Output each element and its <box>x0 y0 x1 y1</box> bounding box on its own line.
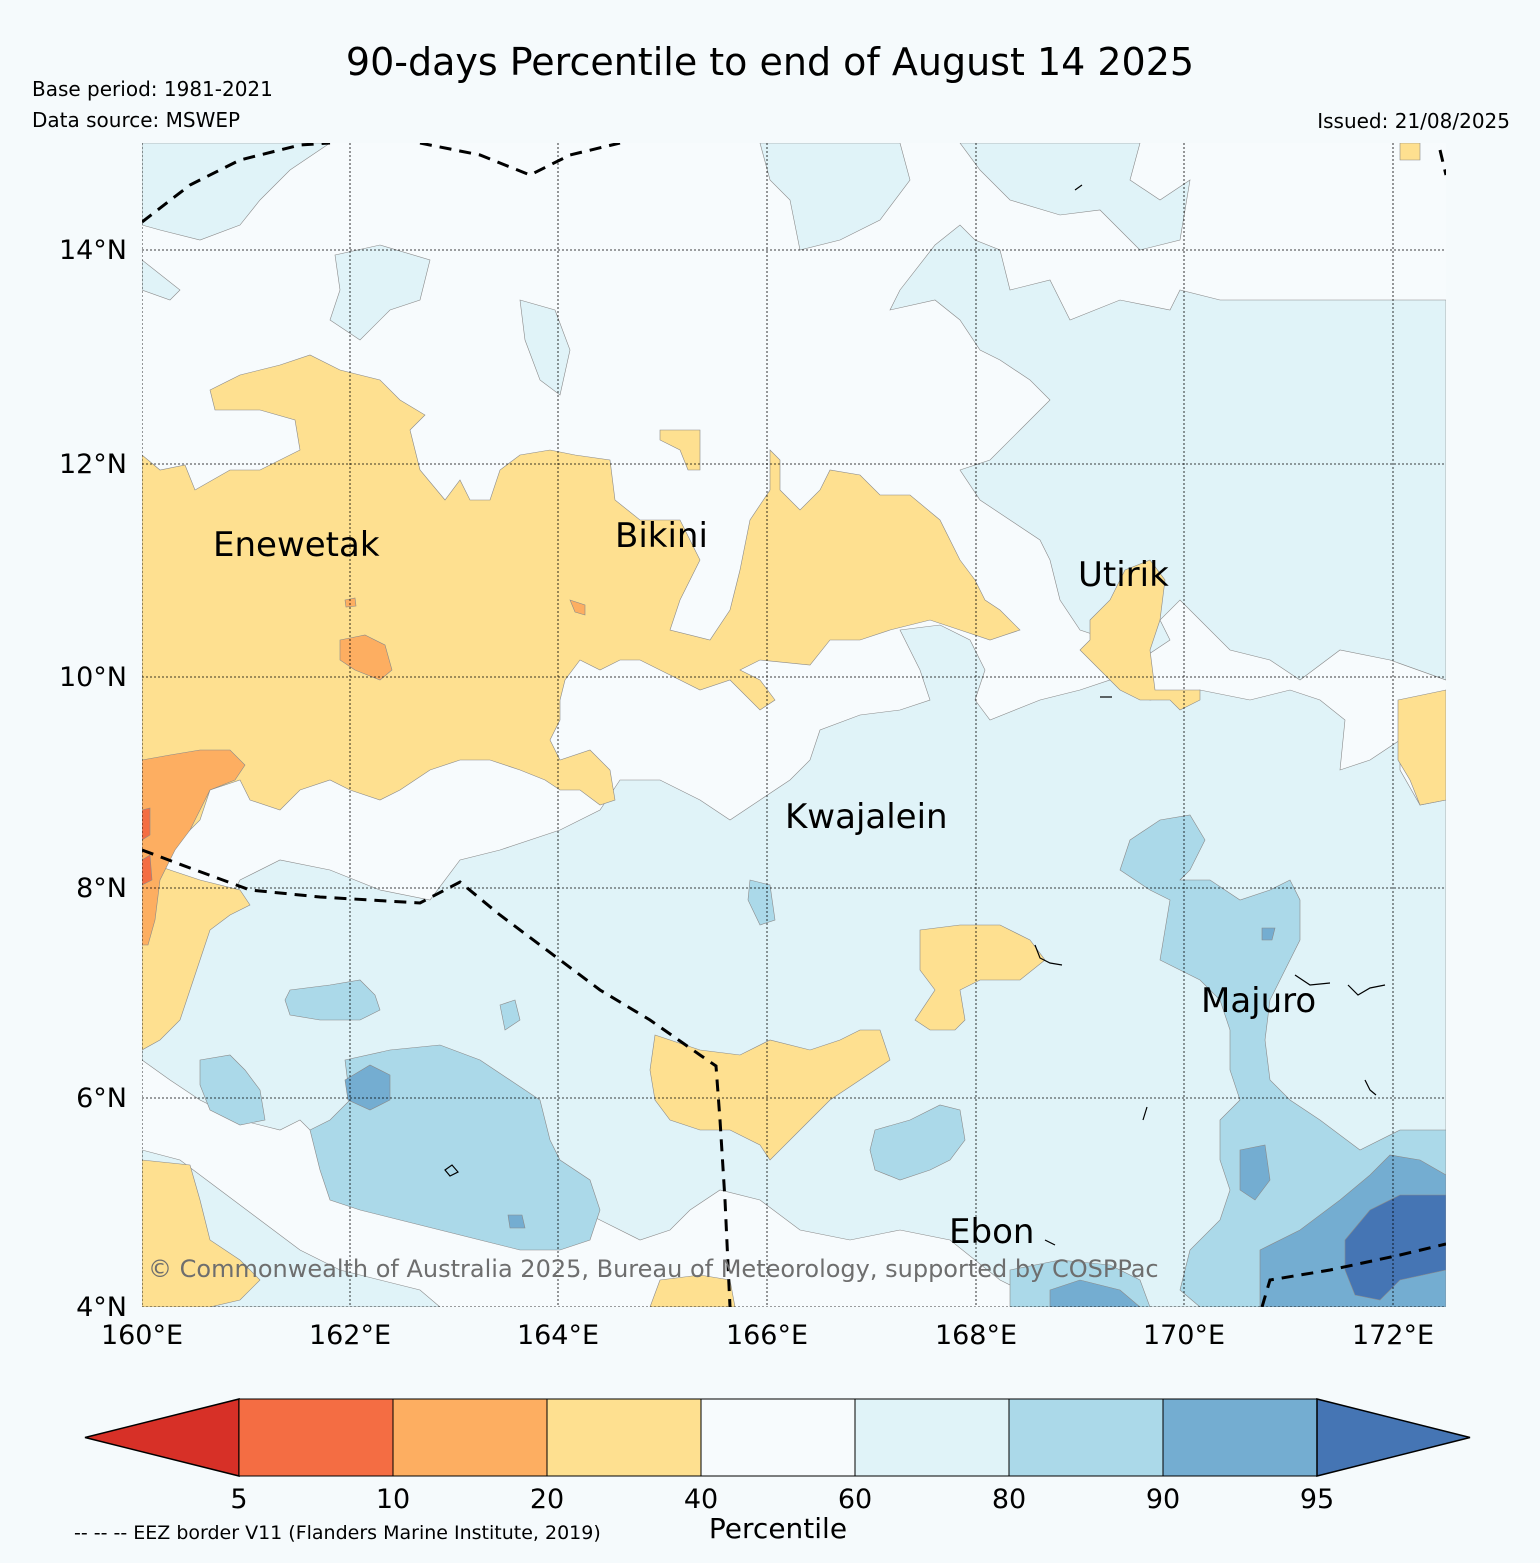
place-enewetak: Enewetak <box>213 525 380 565</box>
lon-tick: 170°E <box>1143 1320 1225 1351</box>
colorbar-segment <box>700 1398 856 1477</box>
colorbar-tick-label: 60 <box>838 1484 872 1515</box>
band-5-10 <box>142 807 153 886</box>
lat-tick: 4°N <box>76 1292 127 1323</box>
place-ebon: Ebon <box>949 1212 1034 1252</box>
colorbar-label: Percentile <box>708 1512 848 1545</box>
colorbar-tick-label: 80 <box>992 1484 1026 1515</box>
colorbar-segment <box>1008 1398 1164 1477</box>
gridlines <box>142 143 1446 1307</box>
colorbar-extend-high <box>1316 1398 1471 1477</box>
lat-tick: 10°N <box>59 662 127 693</box>
colorbar-segment <box>854 1398 1010 1477</box>
lon-tick: 172°E <box>1352 1320 1434 1351</box>
lat-tick: 12°N <box>59 449 127 480</box>
colorbar-segment <box>238 1398 394 1477</box>
lon-tick: 160°E <box>101 1320 183 1351</box>
band-above-95 <box>1344 1194 1446 1301</box>
place-utirik: Utirik <box>1078 555 1169 595</box>
map-title: 90-days Percentile to end of August 14 2… <box>345 40 1195 84</box>
colorbar-tick-label: 5 <box>230 1484 247 1515</box>
place-bikini: Bikini <box>615 516 708 556</box>
colorbar-tick-label: 90 <box>1146 1484 1180 1515</box>
lon-tick: 162°E <box>309 1320 391 1351</box>
colorbar-tick-label: 95 <box>1300 1484 1334 1515</box>
copyright-text: © Commonwealth of Australia 2025, Bureau… <box>148 1255 1159 1283</box>
base-period-text: Base period: 1981-2021 <box>32 77 273 101</box>
colorbar-segment <box>392 1398 548 1477</box>
colorbar-extend-low <box>84 1398 240 1477</box>
island-outlines <box>444 184 1386 1246</box>
lon-tick-labels: 160°E 162°E 164°E 166°E 168°E 170°E 172°… <box>101 1320 1434 1351</box>
place-majuro: Majuro <box>1201 981 1316 1021</box>
data-source-text: Data source: MSWEP <box>32 108 241 132</box>
lat-tick-labels: 14°N 12°N 10°N 8°N 6°N 4°N <box>59 235 127 1323</box>
lon-tick: 168°E <box>935 1320 1017 1351</box>
lat-tick: 14°N <box>59 235 127 266</box>
colorbar-tick-label: 10 <box>376 1484 410 1515</box>
eez-border <box>142 143 1446 1307</box>
colorbar-tick-label: 40 <box>684 1484 718 1515</box>
place-kwajalein: Kwajalein <box>785 797 948 837</box>
map-panel: © Commonwealth of Australia 2025, Bureau… <box>142 143 1446 1307</box>
colorbar-segment <box>1162 1398 1318 1477</box>
lat-tick: 6°N <box>76 1083 127 1114</box>
colorbar-tick-label: 20 <box>530 1484 564 1515</box>
lon-tick: 164°E <box>517 1320 599 1351</box>
eez-legend-note: -- -- -- EEZ border V11 (Flanders Marine… <box>74 1522 601 1544</box>
band-10-20 <box>142 597 586 946</box>
colorbar-segment <box>546 1398 702 1477</box>
colorbar: 5 10 20 40 60 80 90 95 <box>84 1398 1471 1515</box>
lon-tick: 166°E <box>726 1320 808 1351</box>
lat-tick: 8°N <box>76 873 127 904</box>
place-labels: Enewetak Bikini Utirik Kwajalein Majuro … <box>213 516 1316 1252</box>
issued-date-text: Issued: 21/08/2025 <box>1317 109 1510 133</box>
